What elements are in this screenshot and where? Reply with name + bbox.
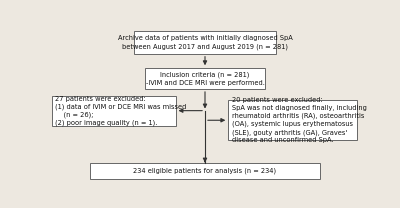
Text: 20 patients were excluded:
SpA was not diagnosed finally, including
rheumatoid a: 20 patients were excluded: SpA was not d… (232, 97, 367, 143)
FancyBboxPatch shape (134, 31, 276, 54)
FancyBboxPatch shape (52, 96, 176, 126)
FancyBboxPatch shape (144, 68, 266, 89)
Text: 234 eligible patients for analysis (n = 234): 234 eligible patients for analysis (n = … (134, 167, 276, 174)
Text: 27 patients were excluded:
(1) data of IVIM or DCE MRI was missed
    (n = 26);
: 27 patients were excluded: (1) data of I… (55, 96, 187, 126)
FancyBboxPatch shape (228, 100, 357, 140)
Text: Inclusion criteria (n = 281)
-IVIM and DCE MRI were performed.: Inclusion criteria (n = 281) -IVIM and D… (146, 72, 264, 86)
FancyBboxPatch shape (90, 163, 320, 179)
Text: Archive data of patients with initially diagnosed SpA
between August 2017 and Au: Archive data of patients with initially … (118, 35, 292, 50)
